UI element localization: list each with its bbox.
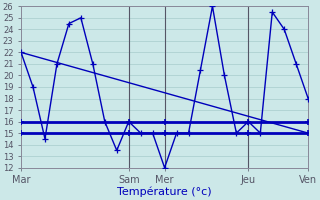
- X-axis label: Température (°c): Température (°c): [117, 187, 212, 197]
